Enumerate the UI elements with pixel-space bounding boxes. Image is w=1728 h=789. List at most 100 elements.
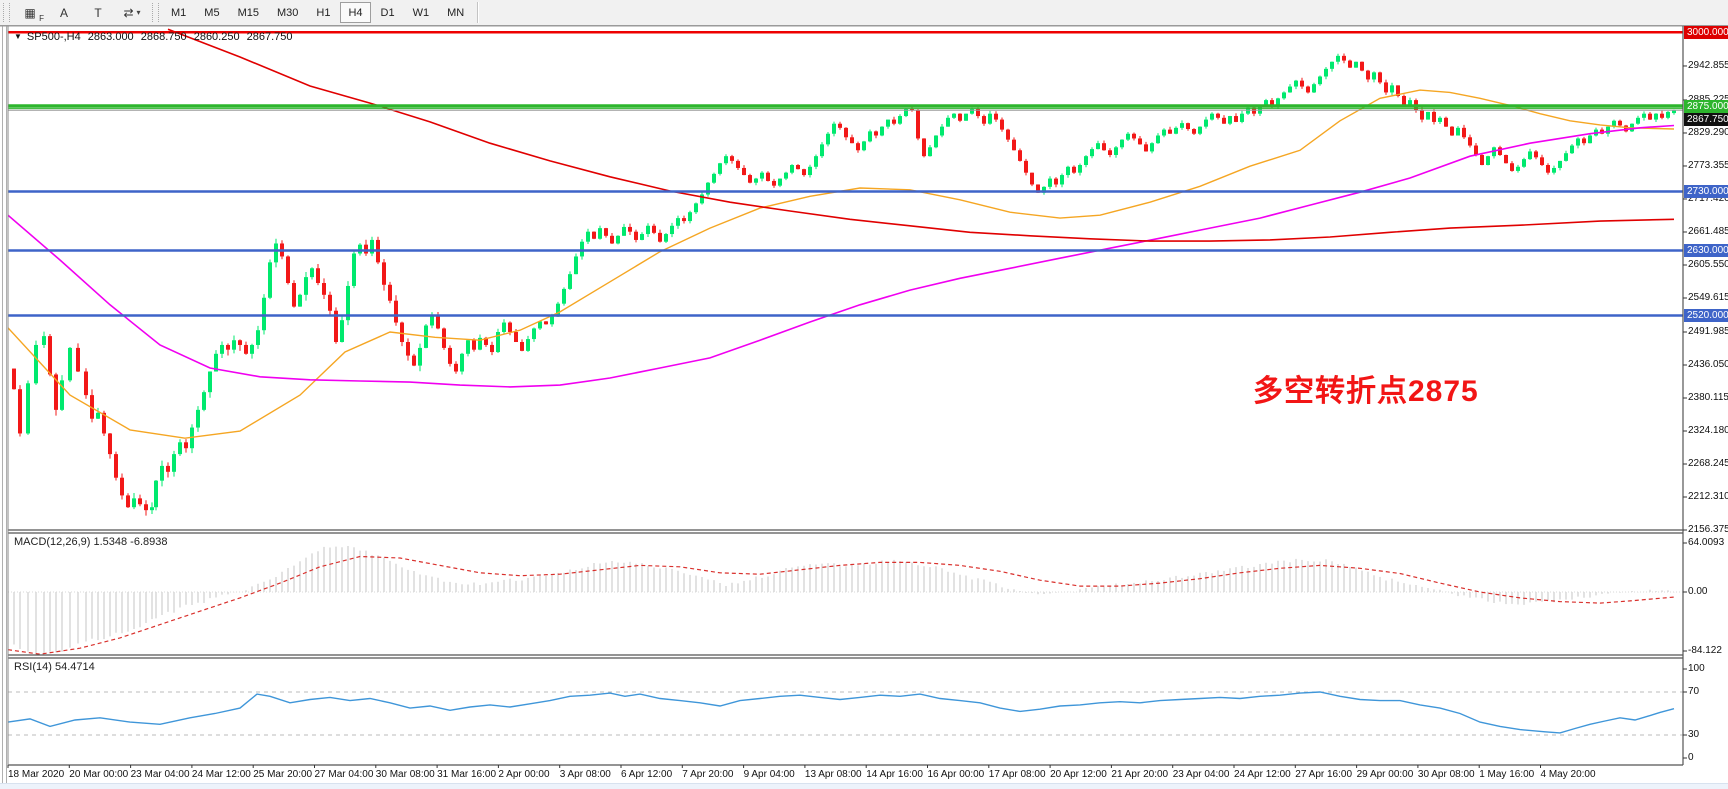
price-tick-2156.375: 2156.375 (1688, 524, 1728, 535)
time-label: 4 May 20:00 (1540, 769, 1596, 780)
rsi-line (8, 691, 1675, 734)
timeframe-button-M5[interactable]: M5 (204, 6, 220, 19)
candlesticks (12, 53, 1676, 516)
time-label: 2 Apr 00:00 (498, 769, 550, 780)
timeframe-button-MN[interactable]: MN (447, 6, 465, 19)
time-label: 20 Apr 12:00 (1050, 769, 1107, 780)
price-badge-2520.000: 2520.000 (1684, 308, 1728, 322)
time-label: 29 Apr 00:00 (1356, 769, 1414, 780)
macd-signal-line (8, 555, 1675, 655)
time-label: 27 Mar 04:00 (314, 769, 374, 780)
ma-red-line (167, 28, 1675, 242)
time-label: 27 Apr 16:00 (1295, 769, 1353, 780)
timeframe-button-M30[interactable]: M30 (276, 6, 299, 19)
open-value: 2863.000 (87, 31, 134, 43)
rsi-panel[interactable] (8, 691, 1683, 736)
toolbar: ▦ F A T ⇄ ▾ M1 M5 M15 M30 H1 H4 D1 W1 MN (0, 0, 1728, 26)
rsi-tick-100: 100 (1688, 663, 1705, 674)
time-label: 18 Mar 2020 (8, 769, 65, 780)
macd-histogram (13, 545, 1675, 654)
status-strip (0, 783, 1728, 789)
price-tick-2773.355: 2773.355 (1688, 159, 1728, 171)
rsi-tick-70: 70 (1688, 686, 1700, 697)
time-label: 23 Apr 04:00 (1172, 769, 1230, 780)
macd-label: MACD(12,26,9) 1.5348 -6.8938 (14, 536, 168, 548)
time-label: 9 Apr 04:00 (743, 769, 795, 780)
price-tick-2212.310: 2212.310 (1688, 490, 1728, 502)
dropdown-caret-icon[interactable]: ▾ (136, 8, 141, 17)
font-icon[interactable]: A (48, 2, 80, 23)
cursor-tools-icon[interactable]: ⇄ ▾ (116, 2, 148, 23)
cursor-tools-icon-glyph: ⇄ (123, 5, 134, 20)
timeframe-button-M1[interactable]: M1 (171, 6, 187, 19)
toolbar-icon-group: ▦ F A T ⇄ ▾ (13, 2, 149, 24)
rsi-tick-30: 30 (1688, 729, 1700, 740)
low-value: 2860.250 (193, 31, 240, 43)
macd-tick-64.0093: 64.0093 (1688, 537, 1725, 548)
price-tick-2717.420: 2717.420 (1688, 192, 1728, 204)
price-badge-2730.000: 2730.000 (1684, 185, 1728, 199)
ma-magenta-line (8, 124, 1675, 388)
timeframe-button-H4[interactable]: H4 (340, 2, 371, 23)
price-tick-2549.615: 2549.615 (1688, 291, 1728, 303)
timeframe-button-H1[interactable]: H1 (316, 6, 331, 19)
timeframe-button-D1[interactable]: D1 (380, 6, 395, 19)
rsi-label: RSI(14) 54.4714 (14, 661, 95, 673)
templates-icon[interactable]: ▦ F (24, 5, 44, 24)
window-left-edge-2 (6, 26, 7, 789)
time-label: 24 Apr 12:00 (1234, 769, 1291, 780)
time-label: 23 Mar 04:00 (130, 769, 190, 780)
macd-tick--84.122: -84.122 (1688, 645, 1722, 656)
chart-title-caret-icon[interactable]: ▼ (14, 32, 22, 41)
price-badge-2867.750: 2867.750 (1684, 112, 1728, 126)
time-label: 25 Mar 20:00 (253, 769, 313, 780)
font-icon-glyph: A (59, 5, 68, 20)
price-badge-2875.000: 2875.000 (1684, 99, 1728, 113)
timeframe-button-W1[interactable]: W1 (412, 6, 430, 19)
chart-annotation[interactable]: 多空转折点2875 (1253, 375, 1479, 408)
symbol-period: SP500-,H4 (26, 31, 81, 43)
time-label: 30 Mar 08:00 (375, 769, 435, 780)
main-price-panel[interactable] (8, 28, 1683, 516)
templates-icon-glyph: ▦ (24, 5, 36, 20)
price-tick-2491.985: 2491.985 (1688, 325, 1728, 337)
timeframe-button-group: M1 M5 M15 M30 H1 H4 D1 W1 MN (162, 2, 473, 23)
time-label: 13 Apr 08:00 (804, 769, 862, 780)
time-label: 20 Mar 00:00 (69, 769, 129, 780)
price-tick-2268.245: 2268.245 (1688, 457, 1728, 469)
text-label-icon[interactable]: T (82, 2, 114, 23)
toolbar-grip[interactable] (3, 3, 10, 22)
close-value: 2867.750 (246, 31, 293, 43)
time-label: 14 Apr 16:00 (866, 769, 923, 780)
price-tick-2380.115: 2380.115 (1688, 391, 1728, 403)
time-label: 24 Mar 12:00 (191, 769, 251, 780)
macd-panel[interactable] (8, 545, 1683, 655)
price-tick-2324.180: 2324.180 (1688, 424, 1728, 436)
price-tick-2661.485: 2661.485 (1688, 225, 1728, 237)
text-label-icon-glyph: T (94, 5, 102, 20)
price-tick-2829.290: 2829.290 (1688, 126, 1728, 138)
time-label: 7 Apr 20:00 (682, 769, 734, 780)
time-label: 21 Apr 20:00 (1111, 769, 1169, 780)
high-value: 2868.750 (140, 31, 187, 43)
price-tick-2885.225: 2885.225 (1688, 94, 1728, 105)
time-label: 1 May 16:00 (1479, 769, 1535, 780)
price-badge-2630.000: 2630.000 (1684, 244, 1728, 258)
time-label: 17 Apr 08:00 (988, 769, 1046, 780)
window-left-edge (2, 26, 3, 789)
macd-tick-0.00: 0.00 (1688, 586, 1708, 597)
chart-title: ▼ SP500-,H4 2863.000 2868.750 2860.250 28… (14, 31, 297, 43)
price-badge-3000.000: 3000.000 (1684, 25, 1728, 39)
time-label: 3 Apr 08:00 (559, 769, 611, 780)
timeframe-button-M15[interactable]: M15 (237, 6, 259, 19)
rsi-tick-0: 0 (1688, 752, 1694, 763)
toolbar-separator (477, 2, 480, 23)
time-label: 16 Apr 00:00 (927, 769, 985, 780)
toolbar-grip-2[interactable] (152, 3, 159, 22)
time-label: 6 Apr 12:00 (621, 769, 673, 780)
time-label: 30 Apr 08:00 (1417, 769, 1475, 780)
price-tick-2942.855: 2942.855 (1688, 59, 1728, 71)
price-tick-2436.050: 2436.050 (1688, 358, 1728, 370)
